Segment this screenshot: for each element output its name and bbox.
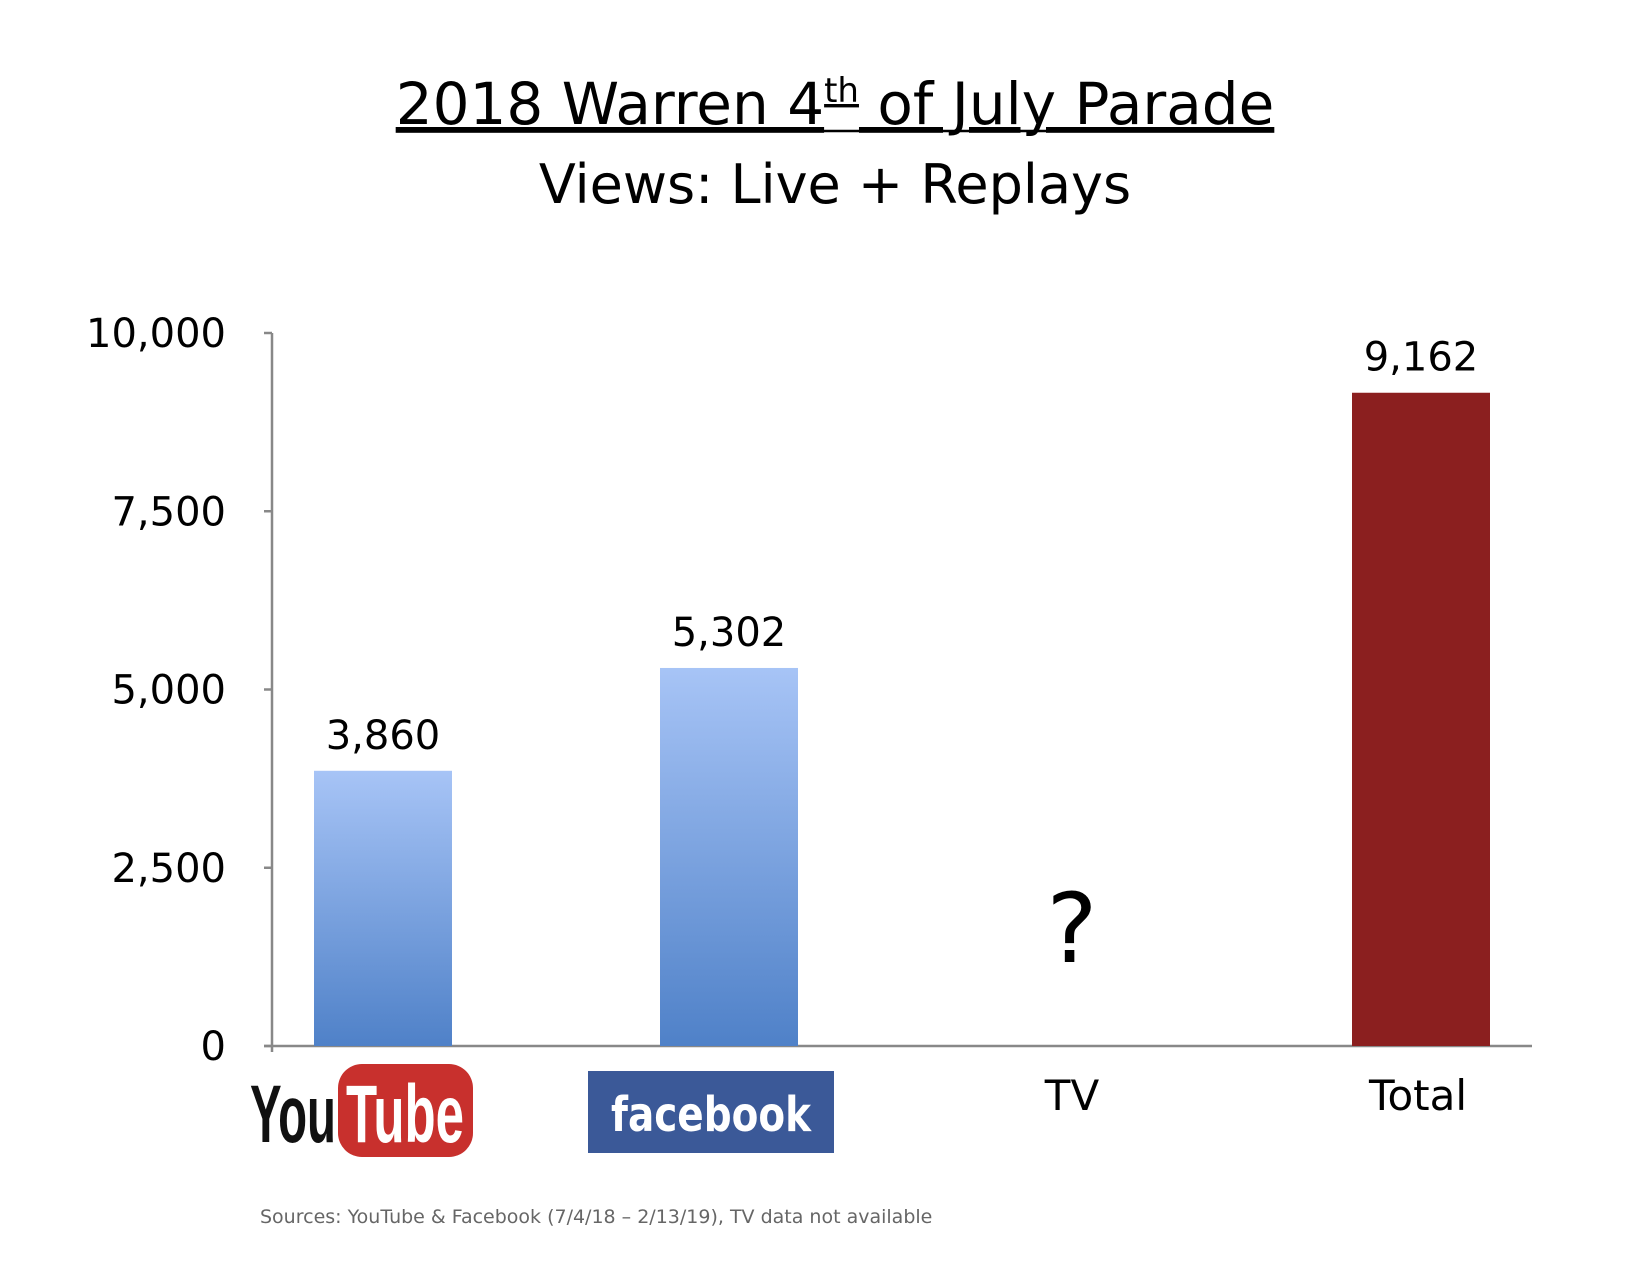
youtube-logo-badge (338, 1064, 473, 1157)
bar (660, 667, 798, 1046)
data-label: 5,302 (672, 610, 787, 656)
category-label: Total (1368, 1071, 1467, 1120)
axis-layer: 0 2,500 5,000 7,500 10,000 (86, 311, 1532, 1070)
bar (314, 770, 452, 1046)
category-label: TV (1044, 1071, 1100, 1120)
y-tick-label: 7,500 (111, 489, 226, 535)
source-note: Sources: YouTube & Facebook (7/4/18 – 2/… (260, 1206, 932, 1228)
chart-title-main: 2018 Warren 4 (396, 70, 824, 138)
bar (1352, 392, 1490, 1046)
data-label-unknown: ? (1047, 873, 1098, 985)
youtube-logo-you: You (250, 1069, 336, 1160)
y-tick-label: 0 (201, 1024, 226, 1070)
chart-title: 2018 Warren 4th of July Parade (396, 70, 1275, 138)
chart-title-rest: of July Parade (859, 70, 1274, 138)
y-tick-label: 10,000 (86, 311, 226, 357)
label-layer: 3,860 5,302? TV 9,162 Total (326, 335, 1479, 1120)
youtube-logo-tube: Tube (346, 1069, 464, 1160)
facebook-logo-box (588, 1071, 834, 1153)
y-tick-label: 5,000 (111, 668, 226, 714)
facebook-logo: facebook (588, 1071, 834, 1153)
data-label: 3,860 (326, 713, 441, 759)
bar-layer (314, 392, 1490, 1046)
facebook-logo-text: facebook (611, 1087, 812, 1143)
y-tick-label: 2,500 (111, 846, 226, 892)
data-label: 9,162 (1364, 335, 1479, 381)
chart-title-superscript: th (824, 71, 859, 111)
youtube-logo: You Tube (250, 1064, 473, 1160)
chart-subtitle: Views: Live + Replays (539, 153, 1131, 216)
